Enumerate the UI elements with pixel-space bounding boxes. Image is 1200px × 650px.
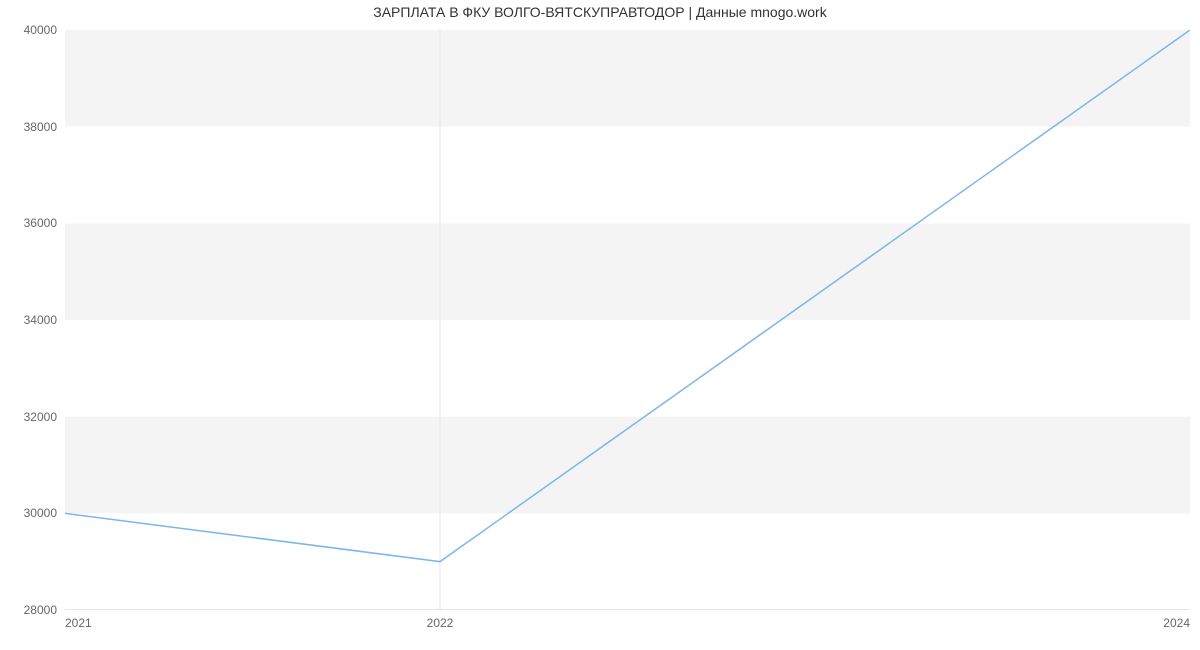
y-tick-label: 34000 — [24, 313, 57, 327]
y-tick-label: 38000 — [24, 120, 57, 134]
y-tick-label: 30000 — [24, 506, 57, 520]
x-tick-label: 2024 — [1163, 616, 1190, 630]
plot-area: 2800030000320003400036000380004000020212… — [65, 30, 1190, 610]
y-tick-label: 32000 — [24, 410, 57, 424]
x-tick-label: 2022 — [427, 616, 454, 630]
chart-title: ЗАРПЛАТА В ФКУ ВОЛГО-ВЯТСКУПРАВТОДОР | Д… — [0, 4, 1200, 20]
y-tick-label: 40000 — [24, 23, 57, 37]
y-tick-label: 28000 — [24, 603, 57, 617]
y-tick-label: 36000 — [24, 216, 57, 230]
x-tick-label: 2021 — [65, 616, 92, 630]
chart-container: ЗАРПЛАТА В ФКУ ВОЛГО-ВЯТСКУПРАВТОДОР | Д… — [0, 0, 1200, 650]
